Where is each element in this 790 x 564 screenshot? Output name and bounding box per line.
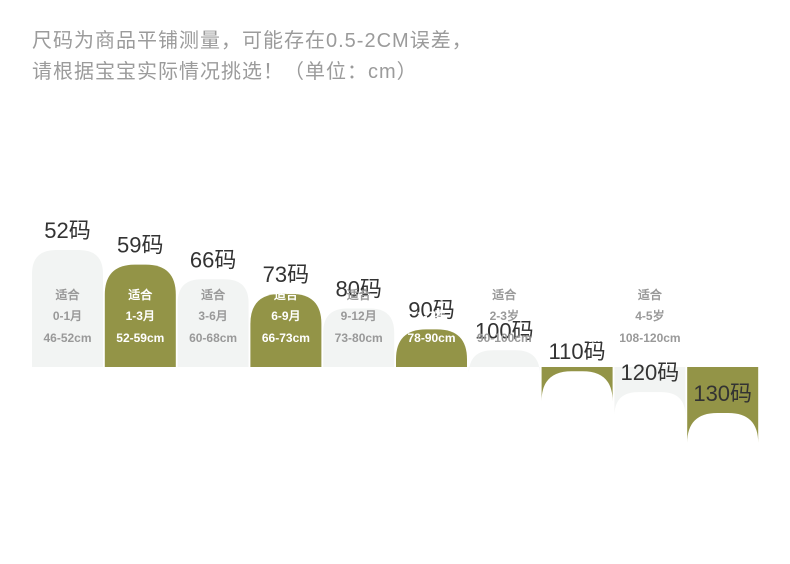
bar-52码 [32, 250, 103, 367]
age-range: 2-3岁 [490, 308, 519, 323]
age-range: 6-9月 [271, 309, 300, 323]
bar-80码 [323, 308, 395, 367]
height-range: 96-110cm [550, 331, 604, 345]
intro-line-2: 请根据宝宝实际情况挑选！（单位：cm） [32, 61, 418, 83]
age-range: 5-6岁 [708, 308, 737, 323]
fit-label: 适合 [419, 287, 444, 302]
fit-label: 适合 [638, 287, 663, 302]
size-label: 66码 [190, 247, 236, 272]
fit-label: 适合 [274, 287, 299, 302]
bar-90码 [396, 329, 467, 367]
size-label: 52码 [44, 218, 90, 243]
height-range: 46-52cm [43, 331, 91, 345]
age-range: 1-2岁 [417, 308, 446, 323]
size-label: 80码 [335, 277, 381, 302]
height-range: 73-80cm [335, 331, 383, 345]
size-label: 59码 [117, 233, 163, 258]
size-label: 130码 [693, 381, 752, 406]
size-label: 120码 [621, 360, 680, 385]
bar-120码 [614, 367, 686, 417]
intro-line-1: 尺码为商品平铺测量，可能存在0.5-2CM误差， [32, 30, 473, 52]
height-range: 90-100cm [477, 331, 532, 345]
bar-130码 [687, 367, 759, 443]
height-range: 60-68cm [189, 331, 237, 345]
age-range: 4-5岁 [635, 308, 664, 323]
bar-66码 [177, 279, 249, 367]
bar-59码 [104, 264, 176, 367]
height-range: 108-120cm [619, 331, 680, 345]
height-range: 78-90cm [407, 331, 455, 345]
height-range: 52-59cm [116, 331, 164, 345]
intro-text: 尺码为商品平铺测量，可能存在0.5-2CM误差， 请根据宝宝实际情况挑选！（单位… [32, 26, 772, 88]
bar-100码 [468, 350, 540, 375]
bar-110码 [541, 367, 613, 402]
height-range: 116-130cm [692, 331, 753, 345]
fit-label: 适合 [128, 287, 153, 302]
age-range: 1-3月 [126, 309, 155, 323]
age-range: 3-6月 [198, 309, 227, 323]
size-label: 110码 [549, 339, 606, 364]
age-range: 9-12月 [341, 309, 377, 323]
size-label: 100码 [475, 318, 534, 343]
bar-73码 [250, 293, 322, 367]
size-label: 73码 [263, 262, 309, 287]
height-range: 66-73cm [262, 331, 310, 345]
fit-label: 适合 [347, 287, 372, 302]
fit-label: 适合 [201, 287, 226, 302]
fit-label: 适合 [492, 287, 517, 302]
fit-label: 适合 [55, 287, 80, 302]
age-range: 0-1月 [53, 309, 82, 323]
age-range: 3-4岁 [562, 308, 591, 323]
size-label: 90码 [408, 297, 454, 322]
fit-label: 适合 [565, 287, 590, 302]
fit-label: 适合 [711, 287, 736, 302]
